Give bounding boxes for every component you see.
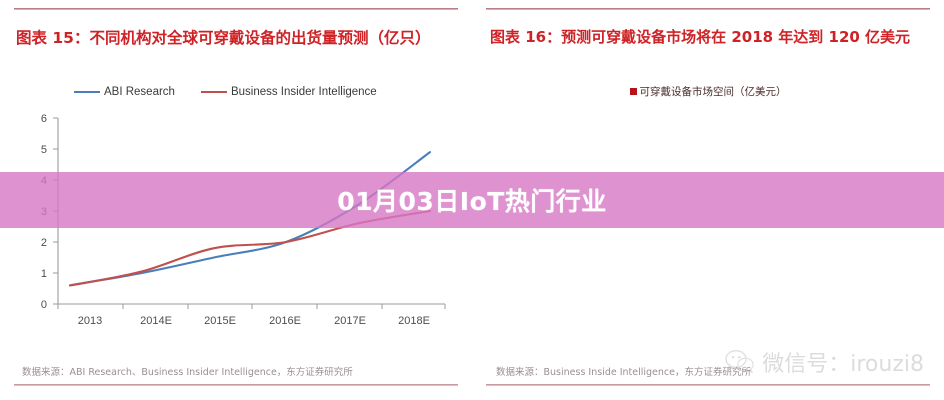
panel-bottom-rule (14, 384, 458, 386)
x-tick-label: 2015E (204, 315, 236, 327)
x-tick-label: 2013 (78, 315, 102, 327)
overlay-banner-text: 01月03日IoT热门行业 (337, 187, 607, 216)
y-tick-label: 1 (41, 268, 47, 280)
legend-label-market-size: 可穿戴设备市场空间（亿美元） (639, 86, 787, 98)
chart-legend-right: 可穿戴设备市场空间（亿美元） (472, 84, 944, 99)
panel-top-rule (486, 8, 930, 10)
chart-legend-left: ABI Research Business Insider Intelligen… (74, 86, 377, 98)
y-tick-label: 6 (41, 113, 47, 125)
legend-line-swatch-icon (200, 91, 227, 93)
legend-label-abi-research: ABI Research (104, 86, 175, 98)
y-tick-label: 2 (41, 237, 47, 249)
x-tick-label: 2016E (269, 315, 301, 327)
page-title-left: 图表 15：不同机构对全球可穿戴设备的出货量预测（亿只） (16, 29, 431, 47)
y-tick-label: 0 (41, 299, 47, 311)
source-note-left: 数据来源：ABI Research、Business Insider Intel… (22, 367, 353, 378)
x-tick-label: 2014E (140, 315, 172, 327)
legend-label-business-insider-intelligence: Business Insider Intelligence (230, 86, 377, 98)
panel-top-rule (14, 8, 458, 10)
legend-item-business-insider-intelligence: Business Insider Intelligence (200, 86, 377, 98)
legend-square-swatch-icon (629, 88, 637, 95)
x-tick-label: 2017E (334, 315, 366, 327)
source-note-right: 数据来源：Business Inside Intelligence，东方证券研究… (496, 367, 751, 378)
legend-line-swatch-icon (74, 91, 100, 93)
line-chart-svg: 0 1 2 3 4 5 6 2013 (41, 113, 446, 327)
legend-item-abi-research: ABI Research (74, 86, 175, 98)
y-tick-label: 5 (41, 144, 47, 156)
line-chart-left: 0 1 2 3 4 5 6 2013 (20, 108, 452, 348)
x-tick-label: 2018E (398, 315, 430, 327)
x-axis-ticks: 2013 2014E 2015E 2016E 2017E 2018E (57, 304, 446, 327)
panel-bottom-rule (486, 384, 930, 386)
page-title-right: 图表 16：预测可穿戴设备市场将在 2018 年达到 120 亿美元 (490, 28, 911, 46)
overlay-banner (0, 172, 944, 228)
